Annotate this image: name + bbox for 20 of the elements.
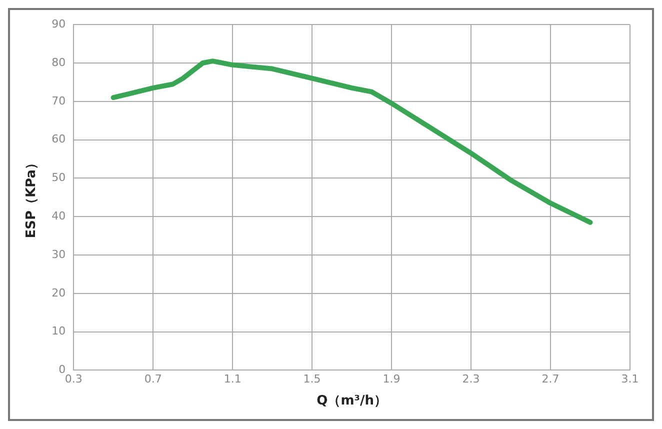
x-tick-label: 0.3 xyxy=(64,372,82,386)
x-tick-label: 0.7 xyxy=(144,372,162,386)
x-axis-title: Q（m³/h） xyxy=(316,394,387,409)
y-tick-label: 10 xyxy=(52,324,66,338)
y-tick-label: 30 xyxy=(52,248,66,261)
y-tick-label: 20 xyxy=(52,286,66,300)
x-tick-label: 2.3 xyxy=(462,372,480,386)
y-tick-label: 90 xyxy=(52,17,66,30)
x-tick-label: 1.1 xyxy=(224,372,242,386)
y-tick-label: 70 xyxy=(52,94,66,108)
x-tick-label: 3.1 xyxy=(621,372,639,386)
y-tick-label: 0 xyxy=(58,363,66,376)
y-tick-label: 40 xyxy=(52,209,66,222)
y-axis-title: ESP（KPa） xyxy=(24,156,40,238)
x-tick-label: 1.5 xyxy=(303,372,321,386)
y-tick-label: 80 xyxy=(52,56,66,69)
y-tick-label: 50 xyxy=(52,171,66,184)
y-tick-label: 60 xyxy=(52,132,66,146)
x-tick-label: 1.9 xyxy=(382,372,400,386)
x-tick-label: 2.7 xyxy=(542,372,560,386)
